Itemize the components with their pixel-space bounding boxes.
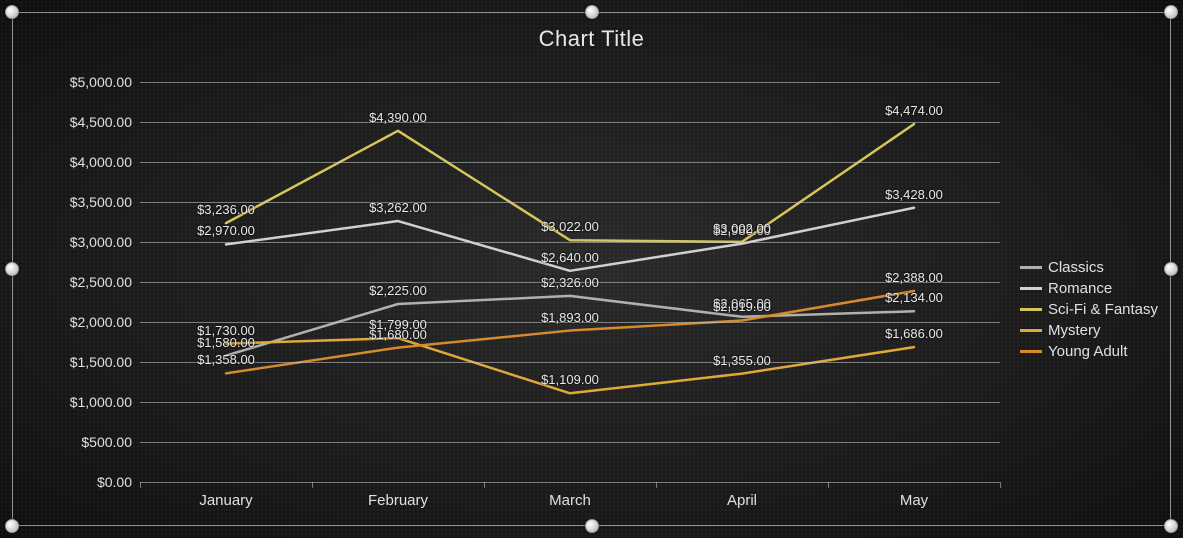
y-axis-label: $4,500.00 xyxy=(70,114,140,130)
handle-top-right[interactable] xyxy=(1164,5,1178,19)
gridline xyxy=(140,322,1000,323)
gridline xyxy=(140,402,1000,403)
x-tick xyxy=(140,482,141,488)
legend-swatch xyxy=(1020,308,1042,311)
handle-top-mid[interactable] xyxy=(585,5,599,19)
legend-label: Mystery xyxy=(1048,322,1101,339)
handle-bot-right[interactable] xyxy=(1164,519,1178,533)
legend-item[interactable]: Young Adult xyxy=(1020,343,1158,360)
y-axis-label: $4,000.00 xyxy=(70,154,140,170)
y-axis-label: $3,000.00 xyxy=(70,234,140,250)
x-tick xyxy=(312,482,313,488)
y-axis-label: $2,500.00 xyxy=(70,274,140,290)
handle-bot-left[interactable] xyxy=(5,519,19,533)
x-axis-label: March xyxy=(549,482,591,509)
legend-label: Romance xyxy=(1048,280,1112,297)
x-tick xyxy=(656,482,657,488)
series-line[interactable] xyxy=(226,291,914,373)
x-tick xyxy=(1000,482,1001,488)
plot-area: $0.00$500.00$1,000.00$1,500.00$2,000.00$… xyxy=(140,82,1000,482)
series-line[interactable] xyxy=(226,124,914,242)
legend-item[interactable]: Mystery xyxy=(1020,322,1158,339)
legend-label: Sci-Fi & Fantasy xyxy=(1048,301,1158,318)
legend-item[interactable]: Romance xyxy=(1020,280,1158,297)
gridline xyxy=(140,362,1000,363)
legend-swatch xyxy=(1020,287,1042,290)
chart-slide: Chart Title $0.00$500.00$1,000.00$1,500.… xyxy=(0,0,1183,538)
legend-item[interactable]: Classics xyxy=(1020,259,1158,276)
gridline xyxy=(140,122,1000,123)
x-axis-label: January xyxy=(199,482,252,509)
y-axis-label: $3,500.00 xyxy=(70,194,140,210)
chart-frame[interactable]: Chart Title $0.00$500.00$1,000.00$1,500.… xyxy=(20,20,1163,518)
gridline xyxy=(140,442,1000,443)
y-axis-label: $2,000.00 xyxy=(70,314,140,330)
gridline xyxy=(140,242,1000,243)
y-axis-label: $1,000.00 xyxy=(70,394,140,410)
y-axis-label: $500.00 xyxy=(81,434,140,450)
x-axis-label: February xyxy=(368,482,428,509)
legend-label: Classics xyxy=(1048,259,1104,276)
y-axis-label: $5,000.00 xyxy=(70,74,140,90)
handle-top-left[interactable] xyxy=(5,5,19,19)
series-line[interactable] xyxy=(226,296,914,356)
y-axis-label: $0.00 xyxy=(97,474,140,490)
series-line[interactable] xyxy=(226,338,914,393)
legend[interactable]: Classics Romance Sci-Fi & Fantasy Mystery Yo… xyxy=(1020,255,1158,364)
y-axis-label: $1,500.00 xyxy=(70,354,140,370)
legend-swatch xyxy=(1020,329,1042,332)
legend-item[interactable]: Sci-Fi & Fantasy xyxy=(1020,301,1158,318)
x-tick xyxy=(484,482,485,488)
x-axis-label: May xyxy=(900,482,928,509)
chart-title[interactable]: Chart Title xyxy=(20,26,1163,52)
x-axis-label: April xyxy=(727,482,757,509)
legend-swatch xyxy=(1020,266,1042,269)
handle-mid-right[interactable] xyxy=(1164,262,1178,276)
gridline xyxy=(140,162,1000,163)
handle-bot-mid[interactable] xyxy=(585,519,599,533)
legend-swatch xyxy=(1020,350,1042,353)
x-tick xyxy=(828,482,829,488)
gridline xyxy=(140,82,1000,83)
gridline xyxy=(140,202,1000,203)
legend-label: Young Adult xyxy=(1048,343,1128,360)
gridline xyxy=(140,282,1000,283)
handle-mid-left[interactable] xyxy=(5,262,19,276)
